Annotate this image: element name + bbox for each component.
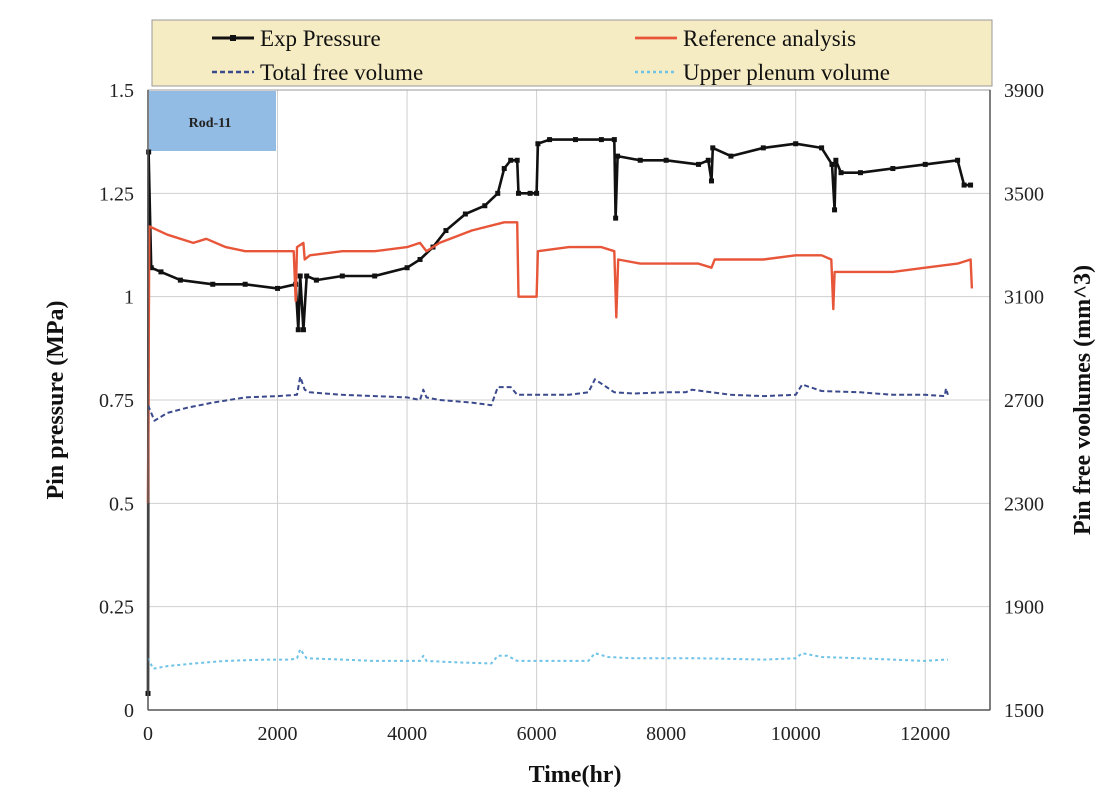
legend-label-1: Exp Pressure	[260, 26, 381, 51]
exp-pressure-marker	[663, 157, 669, 163]
exp-pressure-marker	[961, 182, 967, 188]
legend: Exp Pressure Reference analysis Total free…	[151, 19, 993, 87]
x-tick-label: 8000	[646, 723, 686, 745]
exp-pressure-marker	[572, 137, 578, 143]
legend-label-4: Upper plenum volume	[683, 60, 890, 85]
exp-pressure-marker	[968, 182, 974, 188]
series-line-2	[146, 221, 974, 504]
exp-pressure-marker	[515, 190, 521, 196]
x-tick-label: 2000	[258, 723, 298, 745]
x-tick-label: 12000	[900, 723, 950, 745]
y2-tick-label: 2300	[1004, 493, 1044, 515]
y2-tick-label: 1500	[1004, 700, 1044, 722]
exp-pressure-marker	[598, 137, 604, 143]
exp-pressure-marker	[613, 215, 619, 221]
x-tick-label: 0	[143, 723, 153, 745]
exp-pressure-marker	[922, 161, 928, 167]
exp-pressure-marker	[275, 285, 281, 291]
legend-box	[151, 19, 993, 87]
legend-label-2: Reference analysis	[683, 26, 856, 51]
exp-pressure-marker	[148, 265, 154, 271]
y-tick-label: 0.5	[109, 493, 134, 515]
x-tick-label: 4000	[387, 723, 427, 745]
exp-pressure-marker	[297, 273, 303, 279]
y-tick-label: 1.5	[109, 80, 134, 102]
y2-tick-label: 2700	[1004, 390, 1044, 412]
x-axis-title: Time(hr)	[529, 762, 622, 788]
series-line-3	[147, 375, 949, 422]
exp-pressure-marker	[637, 157, 643, 163]
exp-pressure-marker	[819, 145, 825, 151]
y-tick-label: 1.25	[99, 183, 134, 205]
exp-pressure-marker	[708, 178, 714, 184]
exp-pressure-marker	[534, 190, 540, 196]
exp-pressure-marker	[832, 207, 838, 213]
exp-pressure-marker	[705, 157, 711, 163]
exp-pressure-marker	[300, 327, 306, 333]
exp-pressure-marker	[760, 145, 766, 151]
exp-pressure-marker	[304, 273, 310, 279]
series-layer	[145, 137, 974, 696]
exp-pressure-marker	[696, 161, 702, 167]
exp-pressure-marker	[313, 277, 319, 283]
y2-tick-label: 1900	[1004, 597, 1044, 619]
legend-label-3: Total free volume	[260, 60, 423, 85]
y-tick-label: 1	[124, 287, 134, 309]
exp-pressure-marker	[615, 153, 621, 159]
exp-pressure-marker	[728, 153, 734, 159]
exp-pressure-marker	[495, 190, 501, 196]
exp-pressure-marker	[833, 157, 839, 163]
exp-pressure-marker	[527, 190, 533, 196]
exp-pressure-marker	[339, 273, 345, 279]
exp-pressure-marker	[955, 157, 961, 163]
y2-tick-label: 3500	[1004, 183, 1044, 205]
exp-pressure-marker	[793, 141, 799, 147]
y2-axis-title: Pin free voolumes (mm^3)	[1070, 265, 1096, 535]
exp-pressure-marker	[838, 170, 844, 176]
exp-pressure-marker	[611, 137, 617, 143]
exp-pressure-marker	[158, 269, 164, 275]
exp-pressure-marker	[482, 203, 488, 209]
exp-pressure-marker	[417, 256, 423, 262]
x-tick-label: 6000	[517, 723, 557, 745]
annotation-box	[149, 91, 276, 151]
exp-pressure-marker	[295, 327, 301, 333]
exp-pressure-marker	[501, 166, 507, 172]
exp-pressure-marker	[242, 281, 248, 287]
y-tick-label: 0.25	[99, 597, 134, 619]
series-line-4	[147, 648, 948, 670]
annotation-label: Rod-11	[189, 116, 232, 131]
exp-pressure-marker	[514, 157, 520, 163]
exp-pressure-marker	[210, 281, 216, 287]
y-tick-label: 0	[124, 700, 134, 722]
exp-pressure-marker	[404, 265, 410, 271]
exp-pressure-marker	[462, 211, 468, 217]
y2-tick-label: 3100	[1004, 287, 1044, 309]
exp-pressure-marker	[372, 273, 378, 279]
exp-pressure-marker	[547, 137, 553, 143]
exp-pressure-marker	[177, 277, 183, 283]
y-tick-label: 0.75	[99, 390, 134, 412]
legend-marker	[230, 35, 236, 41]
x-tick-label: 10000	[771, 723, 821, 745]
series-line-1	[146, 138, 971, 694]
y2-tick-label: 3900	[1004, 80, 1044, 102]
exp-pressure-marker	[829, 161, 835, 167]
exp-pressure-marker	[443, 228, 449, 234]
axes: 0 2000 4000 6000 8000 10000 12000 0 0.25 0.5 0.75 1…	[99, 80, 1044, 745]
exp-pressure-marker	[857, 170, 863, 176]
exp-pressure-marker	[890, 166, 896, 172]
exp-pressure-marker	[508, 157, 514, 163]
y-axis-title: Pin pressure (MPa)	[43, 300, 69, 499]
exp-pressure-marker	[710, 145, 716, 151]
exp-pressure-marker	[535, 141, 541, 147]
